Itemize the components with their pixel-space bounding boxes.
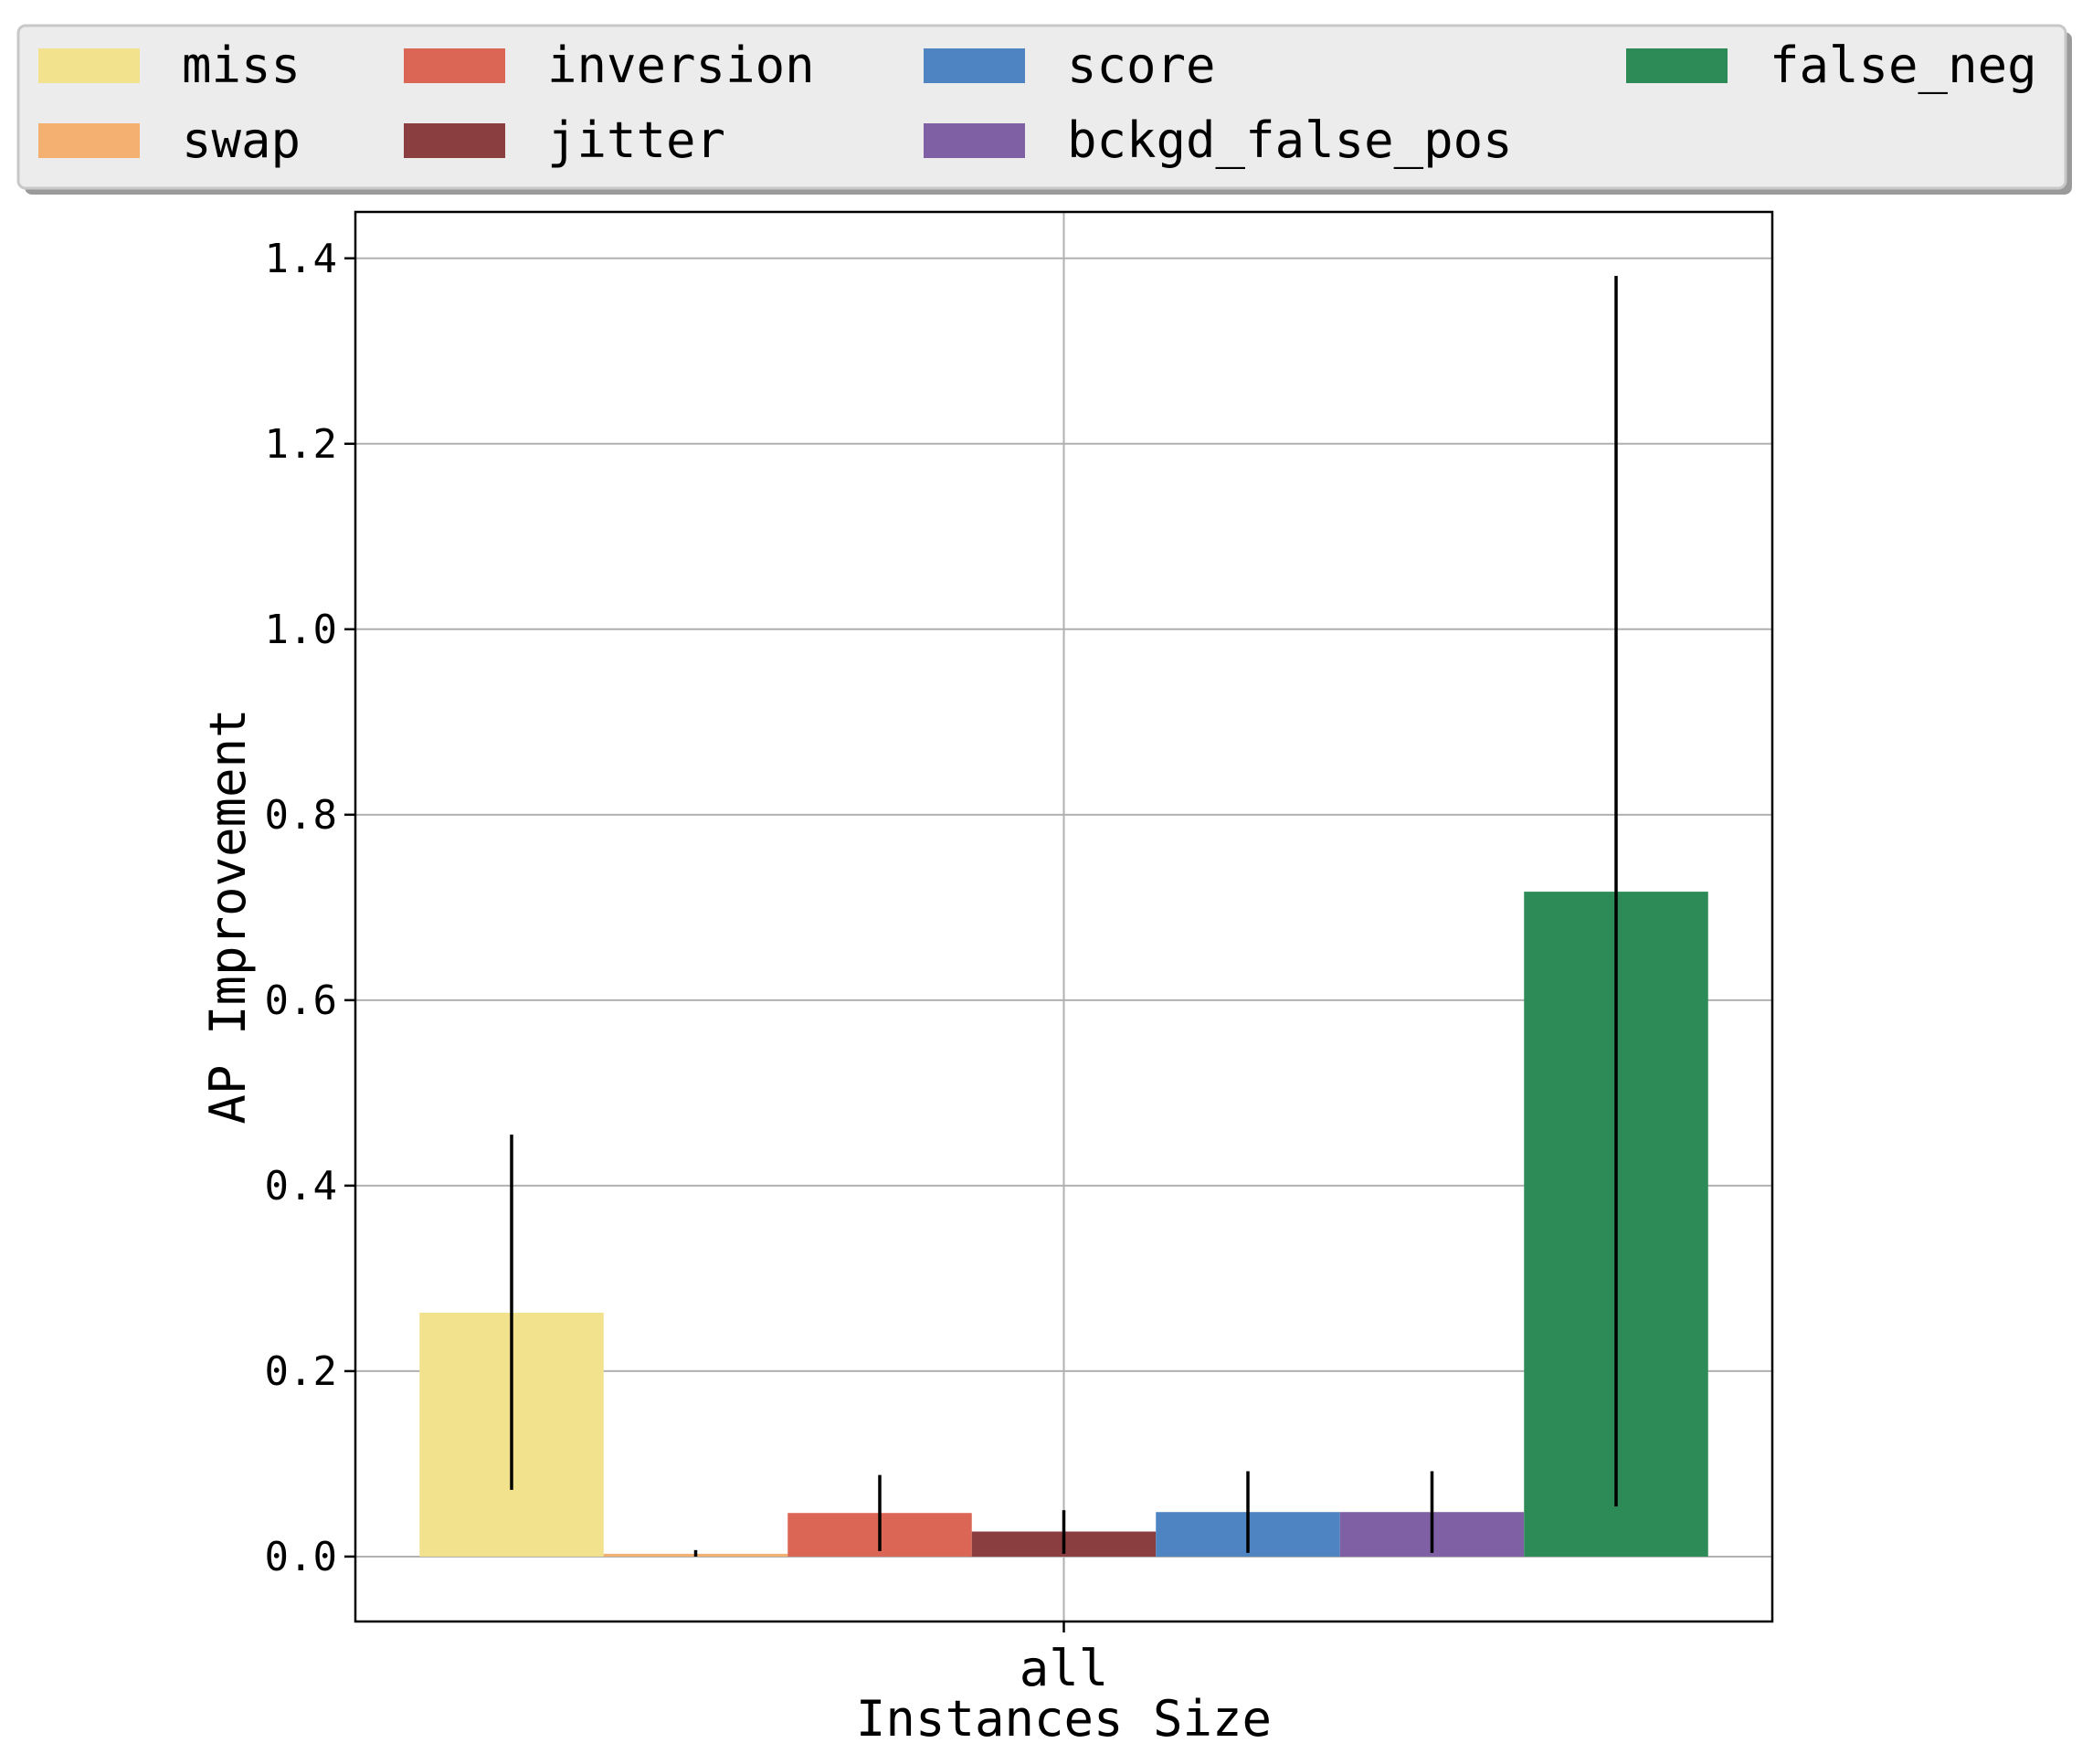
y-tick-label: 1.2 <box>265 421 337 468</box>
legend-label: false_neg <box>1770 37 2037 94</box>
x-tick-label: all <box>1020 1640 1109 1697</box>
legend-frame <box>16 24 2067 190</box>
y-axis-title: AP Improvement <box>199 708 257 1124</box>
legend-label: jitter <box>547 111 725 169</box>
legend-swatch <box>924 123 1025 158</box>
legend-swatch <box>924 48 1025 83</box>
legend: miss swap inversion jitter score bckgd_false_… <box>16 24 2072 195</box>
y-tick-label: 0.8 <box>265 792 337 839</box>
y-tick-label: 0.4 <box>265 1163 337 1209</box>
legend-label: inversion <box>547 37 815 94</box>
y-axis-ticks: 0.0 0.2 0.4 0.6 0.8 1.0 1.2 1.4 <box>265 236 355 1580</box>
legend-swatch <box>1626 48 1728 83</box>
y-tick-label: 0.2 <box>265 1348 337 1395</box>
legend-swatch <box>404 48 505 83</box>
legend-swatch <box>38 123 140 158</box>
legend-label: bckgd_false_pos <box>1067 111 1513 169</box>
y-tick-label: 1.4 <box>265 236 337 282</box>
legend-label: swap <box>182 111 301 169</box>
error-bars <box>510 276 1618 1557</box>
x-axis-title: Instances Size <box>856 1690 1272 1748</box>
plot-area: 0.0 0.2 0.4 0.6 0.8 1.0 1.2 1.4 all <box>265 210 1774 1697</box>
legend-label: miss <box>182 37 301 94</box>
y-tick-label: 0.6 <box>265 977 337 1024</box>
legend-swatch <box>38 48 140 83</box>
y-tick-label: 0.0 <box>265 1534 337 1580</box>
legend-swatch <box>404 123 505 158</box>
legend-items: miss swap inversion jitter score bckgd_false_… <box>38 37 2037 169</box>
legend-label: score <box>1067 37 1216 94</box>
y-tick-label: 1.0 <box>265 607 337 653</box>
x-axis-ticks: all <box>1020 1621 1109 1697</box>
